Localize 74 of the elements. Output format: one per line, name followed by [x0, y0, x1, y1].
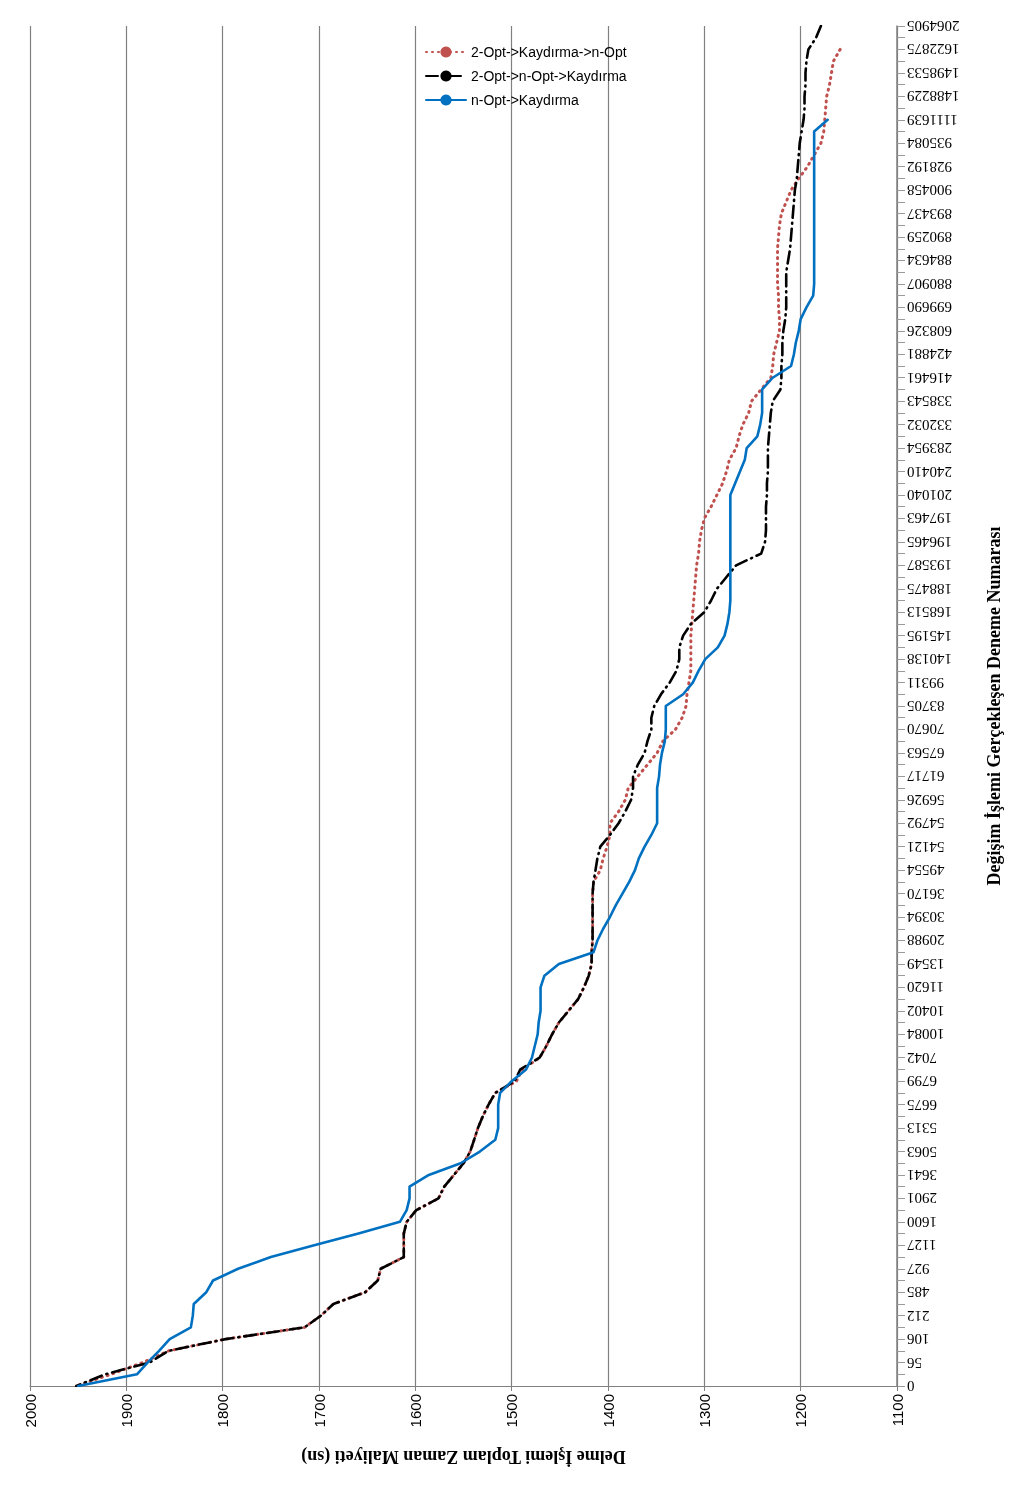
x-tick-label: 1300: [695, 1394, 713, 1428]
y-tick-label: 83705: [907, 698, 945, 714]
y-axis-title: Değişim İşlemi Gerçekleşen Deneme Numarası: [984, 526, 1004, 886]
y-tick-label: 927: [906, 1260, 930, 1277]
legend-label: 2-Opt->n-Opt->Kaydırma: [471, 68, 627, 84]
x-tick-label: 1400: [599, 1394, 617, 1428]
y-tick-label: 1600: [907, 1213, 937, 1230]
x-tick-label: 1500: [503, 1394, 521, 1428]
y-tick-label: 884634: [906, 252, 952, 269]
y-tick-label: 196465: [907, 533, 952, 550]
y-tick-label: 10084: [906, 1026, 945, 1043]
x-tick-label: 1800: [214, 1394, 232, 1428]
y-tick-label: 935084: [906, 135, 952, 152]
y-tick-label: 240410: [907, 463, 952, 480]
y-tick-label: 145195: [907, 627, 952, 644]
y-tick-label: 880907: [906, 275, 952, 292]
y-tick-label: 36170: [907, 885, 945, 902]
y-tick-label: 13549: [907, 955, 945, 972]
y-tick-label: 2064905: [907, 18, 960, 34]
legend-label: 2-Opt->Kaydırma->n-Opt: [471, 44, 627, 60]
y-tick-label: 928192: [907, 158, 952, 175]
y-tick-label: 67563: [907, 744, 945, 761]
y-tick-label: 2901: [907, 1190, 937, 1207]
y-tick-label: 416461: [907, 369, 952, 386]
y-tick-label: 54121: [907, 838, 945, 855]
y-tick-label: 283954: [906, 440, 952, 457]
x-tick-label: 1100: [888, 1394, 906, 1427]
y-tick-label: 193587: [906, 557, 952, 574]
y-tick-label: 99311: [907, 674, 944, 691]
x-tick-label: 1900: [117, 1394, 135, 1428]
y-tick-label: 212: [907, 1307, 930, 1324]
x-tick-label: 2000: [21, 1394, 39, 1428]
y-tick-label: 608326: [906, 322, 952, 339]
y-tick-label: 6799: [907, 1073, 937, 1090]
y-tick-label: 699690: [907, 299, 952, 316]
y-tick-label: 890259: [907, 229, 952, 246]
x-tick-label: 1700: [310, 1394, 328, 1428]
y-tick-label: 10402: [907, 1002, 945, 1019]
y-tick-label: 20988: [907, 932, 945, 949]
y-tick-label: 7042: [907, 1049, 937, 1066]
y-tick-label: 11620: [907, 979, 944, 996]
y-tick-label: 424881: [907, 346, 952, 363]
y-tick-label: 140138: [907, 651, 952, 668]
y-tick-label: 61717: [906, 768, 945, 785]
y-tick-label: 1498533: [907, 64, 960, 81]
y-tick-label: 106: [906, 1331, 930, 1348]
y-tick-label: 5313: [907, 1120, 937, 1137]
y-tick-label: 1488229: [907, 88, 960, 105]
y-tick-label: 900458: [907, 182, 952, 199]
y-tick-label: 5063: [907, 1143, 937, 1160]
y-tick-label: 6675: [907, 1096, 937, 1113]
y-tick-label: 332032: [907, 416, 952, 433]
y-tick-label: 1622875: [907, 41, 960, 58]
y-tick-label: 1127: [906, 1237, 937, 1254]
y-tick-label: 188475: [907, 580, 952, 597]
y-tick-label: 70670: [907, 721, 945, 738]
y-tick-label: 485: [907, 1284, 930, 1301]
y-tick-label: 0: [907, 1378, 915, 1394]
y-tick-label: 893437: [906, 205, 952, 222]
y-tick-label: 338543: [907, 393, 952, 410]
x-tick-label: 1600: [406, 1394, 424, 1428]
y-tick-label: 54792: [907, 815, 945, 832]
y-tick-label: 30394: [906, 909, 945, 926]
y-tick-label: 56926: [906, 791, 945, 808]
y-tick-label: 168513: [907, 604, 952, 621]
y-tick-label: 49554: [906, 862, 945, 879]
y-tick-label: 56: [906, 1354, 922, 1371]
y-tick-label: 1111639: [907, 111, 958, 128]
x-tick-label: 1200: [792, 1394, 810, 1428]
y-tick-label: 197463: [907, 510, 952, 527]
x-axis-title: Delme İşlemi Toplam Zaman Maliyeti (sn): [301, 1446, 626, 1467]
y-tick-label: 201040: [907, 486, 952, 503]
y-tick-label: 3641: [907, 1166, 937, 1183]
legend-label: n-Opt->Kaydırma: [471, 92, 579, 108]
